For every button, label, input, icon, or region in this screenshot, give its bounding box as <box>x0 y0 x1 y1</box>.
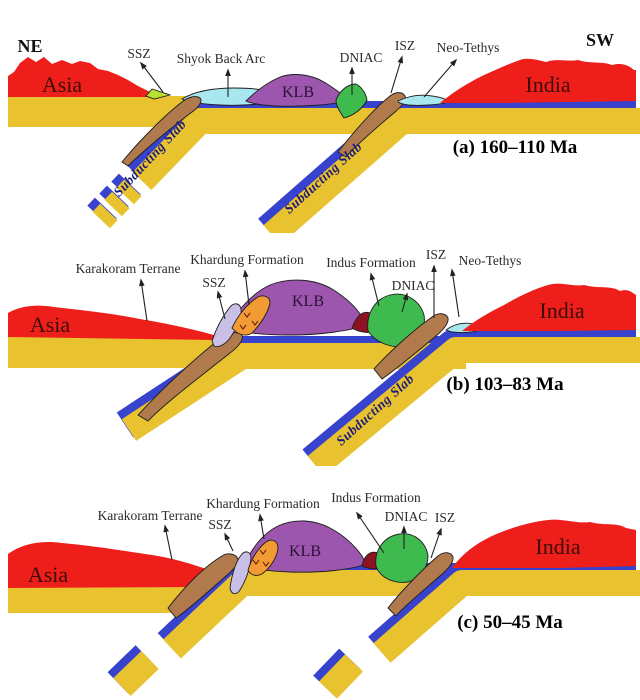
slab-breakoff-dashes-left <box>87 173 142 229</box>
klb-label: KLB <box>289 543 321 560</box>
ssz-arrow <box>216 290 226 320</box>
subducting-slab-right <box>368 563 640 663</box>
neo-tethys-label: Neo-Tethys <box>459 253 522 268</box>
accretionary-wedge-right <box>387 552 454 617</box>
dniac-label: DNIAC <box>392 278 435 293</box>
isz-arrow <box>430 527 442 559</box>
khardung-label: Khardung Formation <box>190 252 304 267</box>
khardung-label: Khardung Formation <box>206 496 320 511</box>
asia-landmass <box>8 57 165 97</box>
asia-landmass <box>8 305 230 341</box>
subducting-slab-right <box>258 101 640 233</box>
compass-sw: SW <box>586 30 614 50</box>
khardung-arrow <box>258 513 265 540</box>
ssz-label: SSZ <box>208 517 231 532</box>
asia-label: Asia <box>30 312 71 337</box>
india-label: India <box>535 534 580 559</box>
panel-c: Asia KLB India Karakoram Terrane SSZ Kha… <box>8 490 640 699</box>
khardung-formation-body <box>247 539 279 576</box>
isz-arrow <box>390 55 403 94</box>
panel-b: Asia KLB India Subducting Slab Karakoram… <box>8 247 640 466</box>
india-landmass <box>440 58 636 103</box>
panel-a: Asia KLB India Subducting Slab Subductin… <box>8 30 640 233</box>
khardung-v-pattern <box>239 312 259 330</box>
ssz-body <box>229 551 252 595</box>
asia-crust <box>8 335 232 368</box>
asia-label: Asia <box>28 562 69 587</box>
slab-breakoff-segment-right <box>313 648 364 699</box>
dniac-body <box>335 83 368 119</box>
panel-c-title: (c) 50–45 Ma <box>457 612 563 633</box>
khardung-arrow <box>242 269 250 306</box>
asia-crust <box>8 586 206 613</box>
klb-label: KLB <box>292 293 324 310</box>
klb-basin <box>245 74 350 107</box>
isz-label: ISZ <box>395 38 415 53</box>
panel-a-title: (a) 160–110 Ma <box>453 137 578 158</box>
dniac-label: DNIAC <box>385 509 428 524</box>
ssz-label: SSZ <box>127 46 150 61</box>
neo-tethys-label: Neo-Tethys <box>437 40 500 55</box>
karakoram-label: Karakoram Terrane <box>76 261 181 276</box>
ssz-arrow <box>224 532 234 552</box>
slab-breakoff-segment-left <box>107 645 159 696</box>
asia-label: Asia <box>42 72 83 97</box>
karakoram-arrow <box>139 278 148 322</box>
compass-ne: NE <box>17 36 42 56</box>
klb-label: KLB <box>282 84 314 101</box>
isz-label: ISZ <box>426 247 446 262</box>
ssz-body <box>145 88 172 100</box>
indus-arrow <box>356 511 385 554</box>
accretionary-wedge-right <box>337 92 406 158</box>
india-label: India <box>539 298 584 323</box>
dniac-arrow <box>401 292 409 313</box>
neo-tethys-arrow <box>423 58 458 98</box>
india-label: India <box>525 72 570 97</box>
isz-label: ISZ <box>435 510 455 525</box>
panel-b-title: (b) 103–83 Ma <box>446 374 564 395</box>
asia-crust <box>8 96 189 127</box>
india-landmass <box>462 283 636 331</box>
dniac-body <box>375 533 429 583</box>
accretionary-wedge-right <box>373 313 449 380</box>
indus-label: Indus Formation <box>326 255 416 270</box>
subducting-slab-right <box>302 330 640 466</box>
khardung-v-pattern <box>252 549 270 567</box>
indus-label: Indus Formation <box>331 490 421 505</box>
dniac-label: DNIAC <box>340 50 383 65</box>
subducting-slab-left <box>127 101 406 191</box>
karakoram-arrow <box>163 524 173 561</box>
ssz-arrow <box>140 61 164 93</box>
ssz-label: SSZ <box>202 275 225 290</box>
accretionary-wedge-left <box>121 96 202 167</box>
india-landmass <box>452 519 636 568</box>
indus-arrow <box>369 272 380 307</box>
neo-tethys-arrow <box>450 268 460 318</box>
asia-landmass <box>8 542 221 588</box>
shyok-label: Shyok Back Arc <box>177 51 266 66</box>
karakoram-label: Karakoram Terrane <box>98 508 203 523</box>
